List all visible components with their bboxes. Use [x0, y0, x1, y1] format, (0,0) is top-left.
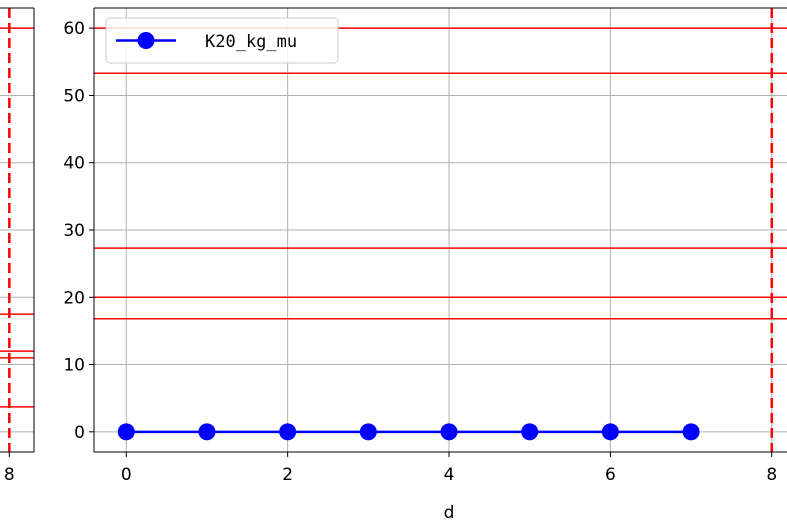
x-axis-label: d	[444, 503, 455, 522]
tick-label-y: 50	[63, 86, 85, 106]
left-panel-tick-label-x: 8	[4, 465, 15, 485]
data-point	[601, 423, 619, 441]
data-point	[359, 423, 377, 441]
data-point	[682, 423, 700, 441]
tick-label-y: 40	[63, 154, 85, 174]
tick-label-y: 20	[63, 288, 85, 308]
tick-label-y: 60	[63, 19, 85, 39]
tick-label-x: 4	[444, 465, 455, 485]
left-panel-plot	[0, 8, 34, 452]
legend: K20_kg_mu	[105, 17, 339, 64]
tick-label-x: 8	[766, 465, 777, 485]
legend-box	[105, 17, 339, 64]
tick-label-y: 10	[63, 356, 85, 376]
data-point	[279, 423, 297, 441]
data-point	[440, 423, 458, 441]
tick-label-y: 0	[74, 423, 85, 443]
legend-marker-sample	[137, 32, 155, 49]
legend-label: K20_kg_mu	[205, 32, 297, 52]
tick-label-y: 30	[63, 221, 85, 241]
tick-label-x: 2	[282, 465, 293, 485]
tick-label-x: 0	[121, 465, 132, 485]
data-point	[521, 423, 539, 441]
data-point	[198, 423, 216, 441]
main-panel-plot	[94, 8, 787, 452]
data-point	[117, 423, 135, 441]
tick-label-x: 6	[605, 465, 616, 485]
